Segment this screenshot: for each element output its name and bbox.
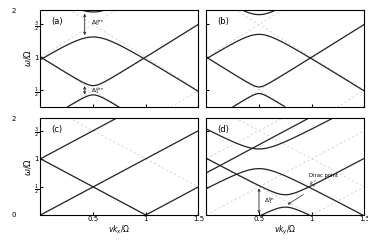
Y-axis label: $\omega/\Omega$: $\omega/\Omega$ <box>22 50 33 67</box>
Text: $\Delta_0^{\rm circ}$: $\Delta_0^{\rm circ}$ <box>91 17 104 28</box>
Text: (b): (b) <box>217 17 229 26</box>
Y-axis label: $\omega/\Omega$: $\omega/\Omega$ <box>22 158 33 176</box>
Text: $\Delta_1^{\rm lin}$: $\Delta_1^{\rm lin}$ <box>264 196 275 206</box>
Text: 2: 2 <box>12 116 16 122</box>
X-axis label: $vk_x/\Omega$: $vk_x/\Omega$ <box>108 224 131 236</box>
Text: 0: 0 <box>11 212 16 218</box>
Text: Dirac point
$k_y^*$: Dirac point $k_y^*$ <box>289 173 337 204</box>
Text: (c): (c) <box>52 125 63 134</box>
X-axis label: $vk_y/\Omega$: $vk_y/\Omega$ <box>274 224 297 237</box>
Text: 2: 2 <box>12 8 16 14</box>
Text: $\Delta_1^{\rm circ}$: $\Delta_1^{\rm circ}$ <box>91 85 104 96</box>
Text: (d): (d) <box>217 125 229 134</box>
Text: (a): (a) <box>52 17 63 26</box>
